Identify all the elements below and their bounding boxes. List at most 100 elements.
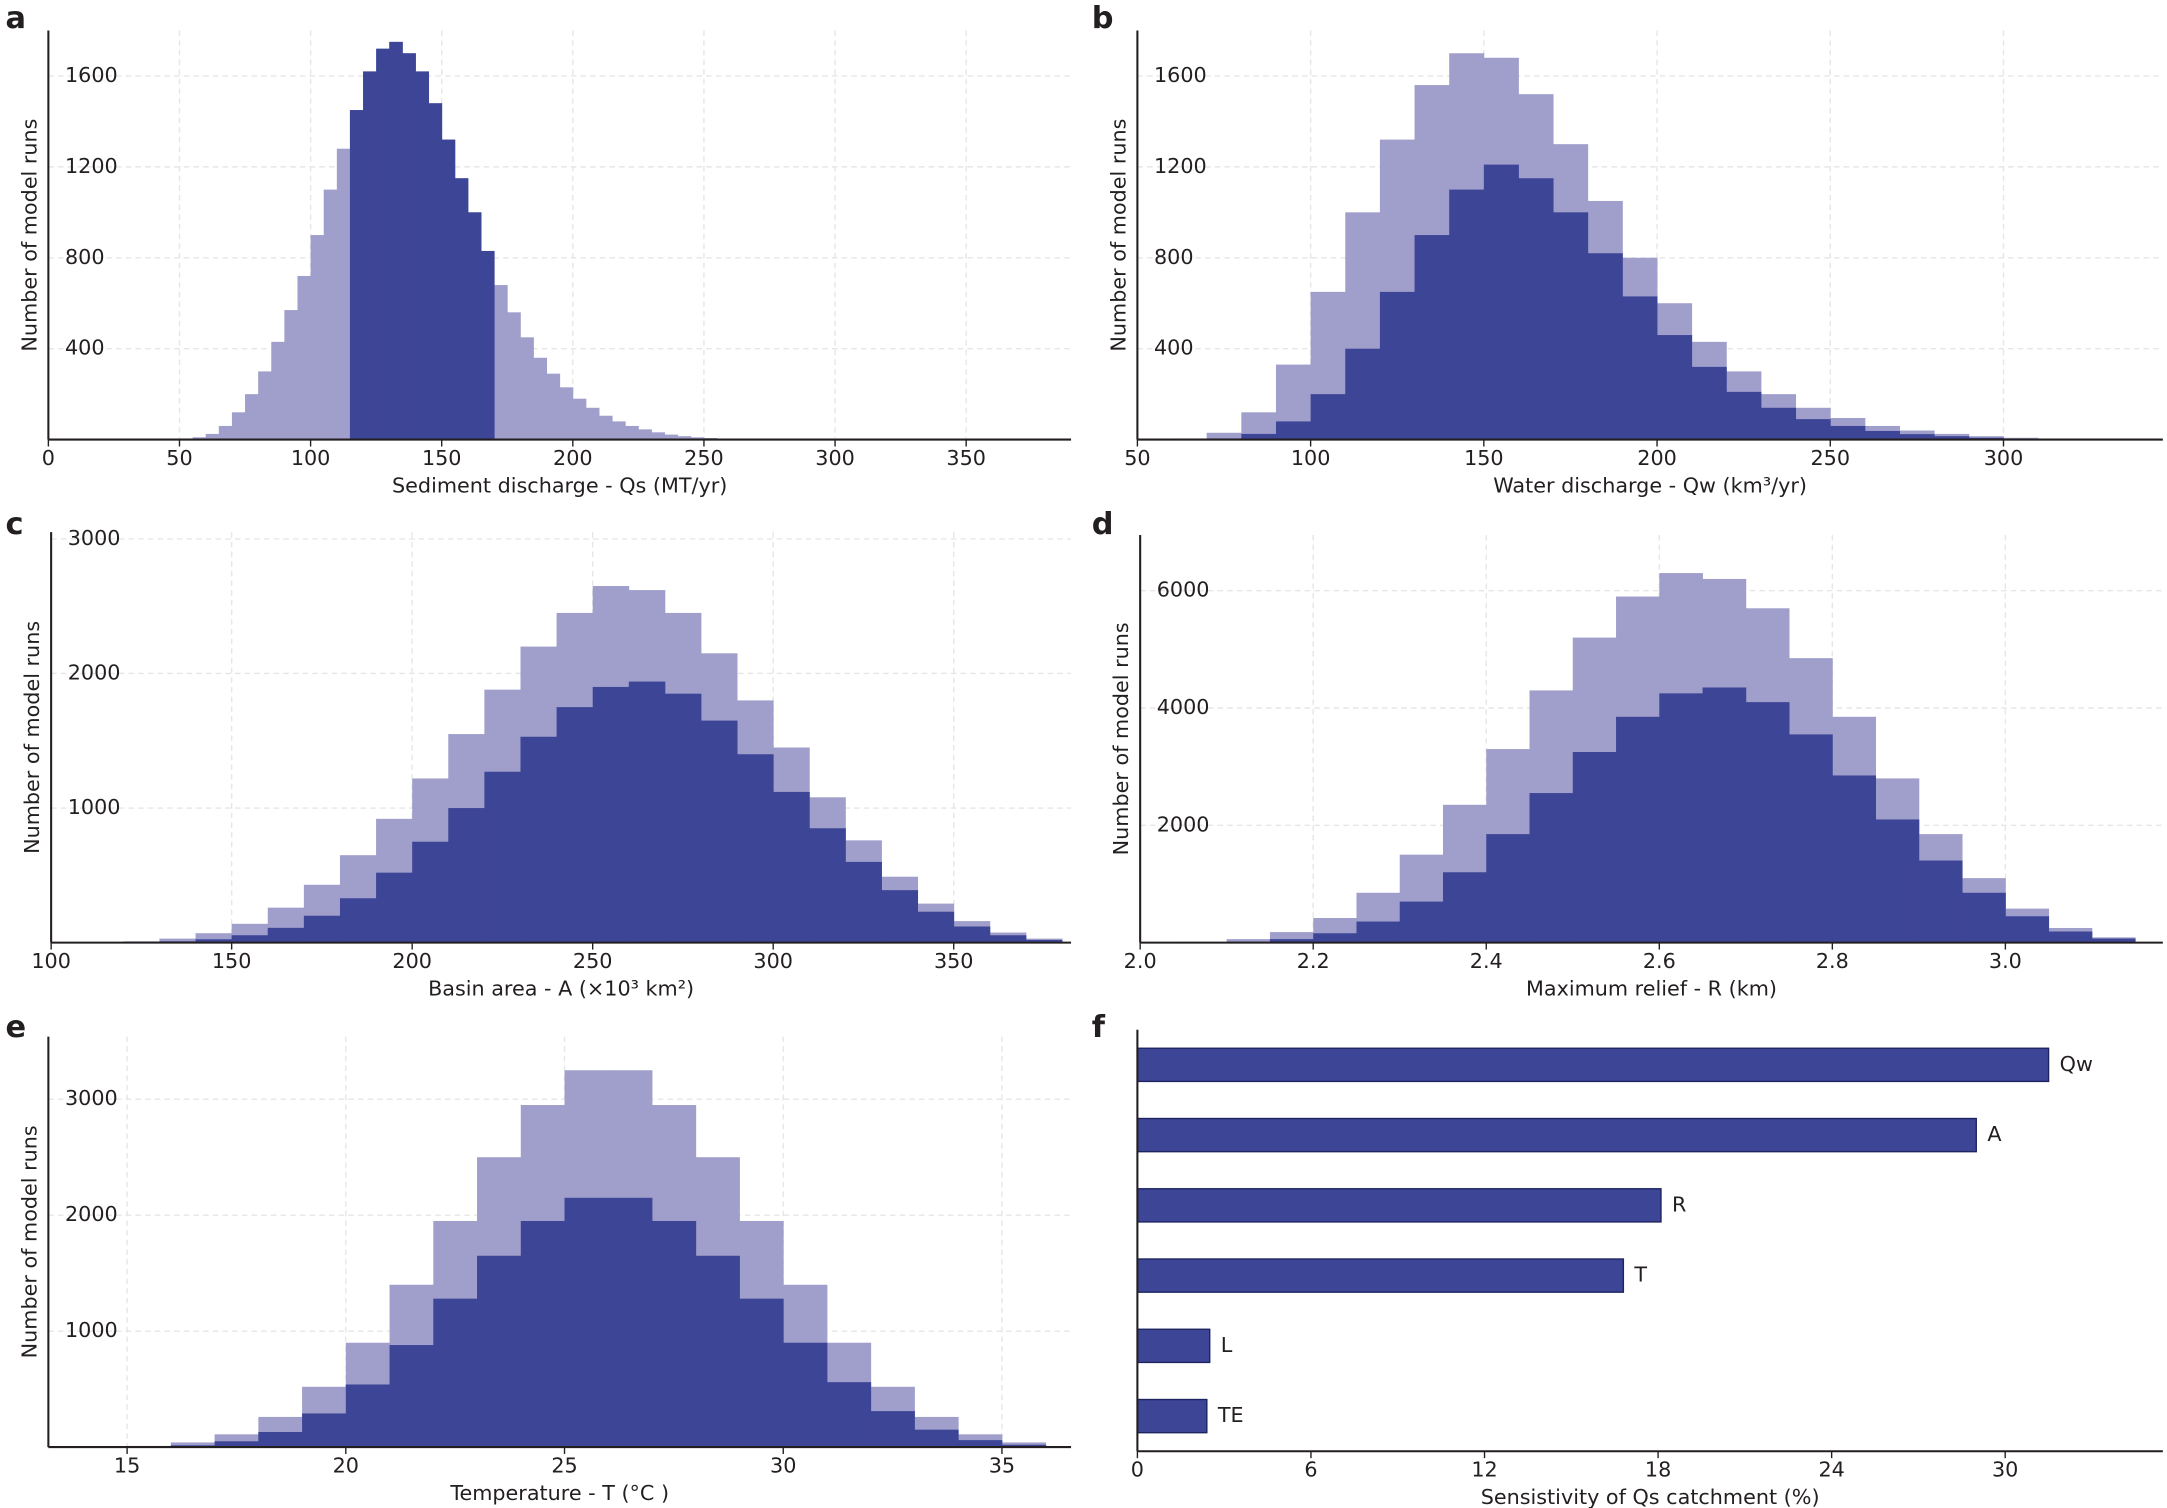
x-tick-label: 200 (553, 446, 593, 470)
x-tick-label: 12 (1471, 1458, 1497, 1482)
histogram-bar (1832, 775, 1877, 943)
x-tick-label: 30 (770, 1453, 796, 1477)
x-tick-label: 2.2 (1297, 949, 1330, 973)
x-tick-label: 24 (1818, 1458, 1844, 1482)
histogram-bar (1310, 394, 1346, 440)
histogram-bar (284, 310, 298, 440)
histogram-bar (494, 285, 508, 440)
y-tick-label: 2000 (1157, 812, 1210, 836)
histogram-bar (556, 707, 594, 943)
x-tick-label: 200 (392, 949, 432, 973)
histogram-bar (448, 808, 485, 943)
histogram-bar (218, 425, 233, 440)
histogram-bar (412, 841, 449, 943)
histogram-bar (433, 1298, 478, 1448)
histogram-bar (467, 212, 482, 440)
histogram-bar (1226, 939, 1271, 943)
histogram-bar (917, 911, 955, 943)
histogram-bar (809, 828, 846, 943)
histogram-bar (1399, 901, 1444, 943)
histogram-bar (564, 1197, 609, 1448)
bar-label: Qw (2060, 1052, 2093, 1076)
histogram-bar (1745, 702, 1790, 943)
histogram-bar (349, 110, 364, 440)
bar (1136, 1258, 1625, 1293)
histogram-bar (559, 387, 574, 440)
histogram-bar (267, 927, 305, 943)
histogram-bar (592, 686, 630, 943)
histogram-bar (1657, 335, 1693, 440)
histogram-bar (1918, 860, 1963, 943)
panel-label: c (6, 507, 24, 542)
histogram-bar (1622, 296, 1658, 440)
histogram-bar (1864, 430, 1900, 440)
histogram-bar (297, 275, 312, 440)
x-tick-label: 150 (212, 949, 252, 973)
x-tick-label: 300 (1984, 446, 2024, 470)
histogram-bar (608, 1197, 653, 1448)
histogram-bar (914, 1429, 959, 1448)
histogram-bar (389, 1345, 434, 1448)
y-axis-label: Number of model runs (1109, 622, 1133, 855)
histogram-bar (677, 436, 692, 440)
histogram-bar (845, 861, 882, 943)
histogram-bar (1001, 1444, 1047, 1448)
histogram-bar (1529, 793, 1574, 943)
histogram-bar (1691, 366, 1727, 440)
x-axis-label: Temperature - T (°C ) (449, 1481, 669, 1505)
histogram-bar (2091, 938, 2136, 943)
x-tick-label: 250 (573, 949, 613, 973)
x-tick-label: 0 (1131, 1458, 1144, 1482)
histogram-bar (1345, 348, 1381, 440)
histogram-bar (1899, 434, 1935, 440)
histogram-bar (231, 935, 269, 943)
bar-label: T (1633, 1263, 1647, 1287)
histogram-bar (585, 407, 600, 440)
histogram-bar (339, 898, 377, 943)
histogram-bar (1875, 819, 1920, 943)
histogram-bar (205, 433, 220, 440)
histogram-bar (1241, 433, 1277, 440)
histogram-bar (1379, 291, 1415, 440)
x-tick-label: 50 (1124, 446, 1150, 470)
histogram-bar (652, 1220, 697, 1448)
histogram-bar (664, 434, 679, 440)
bar (1136, 1188, 1662, 1223)
histogram-bar (1483, 164, 1519, 440)
histogram-bar (428, 103, 443, 440)
histogram-bar (507, 312, 521, 440)
x-tick-label: 2.8 (1816, 949, 1849, 973)
y-tick-label: 2000 (65, 1202, 118, 1226)
x-tick-label: 200 (1637, 446, 1677, 470)
histogram-bar (271, 341, 285, 440)
x-axis-label: Basin area - A (×10³ km²) (428, 977, 694, 1001)
histogram-bar (783, 1342, 828, 1448)
y-tick-label: 6000 (1157, 578, 1210, 602)
y-tick-label: 2000 (68, 660, 121, 684)
histogram-bar (1572, 751, 1617, 943)
y-tick-label: 800 (65, 245, 105, 269)
x-tick-label: 300 (753, 949, 793, 973)
x-tick-label: 250 (1811, 446, 1851, 470)
x-tick-label: 100 (1291, 446, 1331, 470)
histogram-bar (336, 148, 351, 440)
histogram-bar (258, 371, 272, 440)
x-tick-label: 0 (42, 446, 55, 470)
y-tick-label: 800 (1154, 245, 1194, 269)
x-axis-label: Sediment discharge - Qs (MT/yr) (392, 474, 727, 498)
histogram-bar (2048, 931, 2093, 943)
bar (1136, 1047, 2050, 1083)
histogram-bar (628, 681, 666, 943)
panel-label: b (1092, 1, 1114, 36)
x-tick-label: 150 (422, 446, 462, 470)
histogram-bar (1553, 212, 1589, 440)
histogram-bar (826, 1382, 872, 1448)
x-tick-label: 15 (114, 1453, 140, 1477)
histogram-bar (1414, 235, 1450, 440)
histogram-bar (170, 1442, 216, 1448)
histogram-bar (958, 1440, 1003, 1448)
histogram-bar (376, 872, 413, 943)
histogram-bar (1269, 932, 1314, 943)
x-tick-label: 3.0 (1989, 949, 2022, 973)
